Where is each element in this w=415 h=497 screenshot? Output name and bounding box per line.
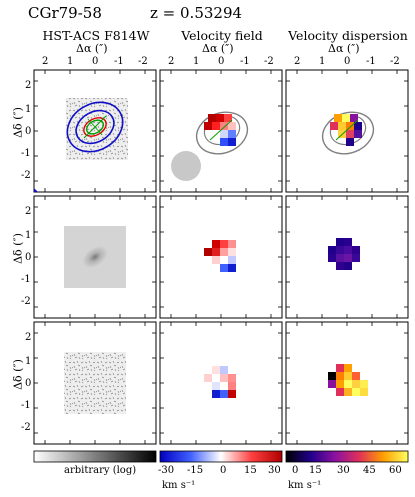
panel-velocity-residual	[159, 321, 283, 445]
cb-disp-tick-1: 15	[309, 465, 322, 476]
ytick-r3-0: 2	[25, 332, 32, 343]
cb-vel-tick-2: 0	[220, 465, 227, 476]
xtick-hst-2: 0	[92, 56, 99, 67]
ytick-r1-0: 2	[25, 80, 32, 91]
psf-disk	[171, 151, 201, 181]
xtick-hst-4: -2	[138, 56, 148, 67]
ytick-r2-4: -2	[21, 296, 31, 307]
ytick-r3-3: -1	[21, 400, 31, 411]
colorbar-gray	[33, 450, 157, 463]
xlabel-velocity: Δα (″)	[202, 42, 234, 55]
cb-disp-tick-3: 45	[363, 465, 376, 476]
xtick-hst-1: 1	[67, 56, 74, 67]
ytick-r2-0: 2	[25, 206, 32, 217]
cb-vel-tick-1: -15	[187, 465, 204, 476]
xtick-disp-3: -1	[366, 56, 376, 67]
panel-hst-contours	[33, 69, 157, 193]
colorbar-gray-label: arbitrary (log)	[64, 465, 137, 476]
colorbar-velocity-unit: km s⁻¹	[162, 480, 196, 491]
column-title-velocity: Velocity field	[181, 28, 263, 43]
contour-outer	[66, 101, 124, 153]
panel-hst-residual	[33, 321, 157, 445]
cb-vel-tick-0: -30	[158, 465, 175, 476]
panel-dispersion-model	[285, 195, 409, 319]
object-name: CGr79-58	[28, 4, 102, 22]
column-title-hst: HST-ACS F814W	[42, 28, 150, 43]
tick-marks	[34, 70, 408, 444]
column-title-dispersion: Velocity dispersion	[288, 28, 408, 43]
ytick-r1-1: 1	[25, 104, 32, 115]
ytick-r2-3: -1	[21, 274, 31, 285]
panel-dispersion-overlay	[285, 69, 409, 193]
ylabel-row1: Δδ (″)	[11, 107, 25, 138]
cb-vel-tick-3: 15	[244, 465, 257, 476]
ytick-r3-1: 1	[25, 356, 32, 367]
xtick-vel-4: -2	[264, 56, 274, 67]
colorbar-velocity	[159, 450, 283, 463]
xtick-vel-1: 1	[193, 56, 200, 67]
contour-mid	[75, 109, 115, 145]
panel-dispersion-residual	[285, 321, 409, 445]
cb-vel-tick-4: 30	[268, 465, 281, 476]
xtick-hst-0: 2	[42, 56, 49, 67]
colorbar-dispersion-unit: km s⁻¹	[288, 480, 322, 491]
ylabel-row2: Δδ (″)	[11, 233, 25, 264]
ytick-r1-4: -2	[21, 170, 31, 181]
redshift-label: z = 0.53294	[150, 4, 243, 22]
xtick-disp-2: 0	[344, 56, 351, 67]
ytick-r2-2: 0	[25, 252, 32, 263]
cb-disp-tick-0: 0	[292, 465, 299, 476]
ytick-r3-4: -2	[21, 422, 31, 433]
xtick-vel-0: 2	[168, 56, 175, 67]
xtick-disp-0: 2	[294, 56, 301, 67]
xtick-disp-1: 1	[319, 56, 326, 67]
panel-velocity-overlay	[159, 69, 283, 193]
contour-green	[85, 119, 105, 135]
ytick-r3-2: 0	[25, 378, 32, 389]
ytick-r2-1: 1	[25, 230, 32, 241]
panel-hst-model	[33, 195, 157, 319]
panel-velocity-model	[159, 195, 283, 319]
xlabel-hst: Δα (″)	[76, 42, 108, 55]
xtick-vel-2: 0	[218, 56, 225, 67]
cb-disp-tick-4: 60	[389, 465, 402, 476]
ytick-r1-2: 0	[25, 126, 32, 137]
contour-red	[83, 117, 107, 137]
xtick-vel-3: -1	[240, 56, 250, 67]
ylabel-row3: Δδ (″)	[11, 359, 25, 390]
colorbar-dispersion	[285, 450, 409, 463]
cb-disp-tick-2: 30	[337, 465, 350, 476]
ytick-r1-3: -1	[21, 148, 31, 159]
xtick-hst-3: -1	[114, 56, 124, 67]
xlabel-dispersion: Δα (″)	[328, 42, 360, 55]
xtick-disp-4: -2	[390, 56, 400, 67]
